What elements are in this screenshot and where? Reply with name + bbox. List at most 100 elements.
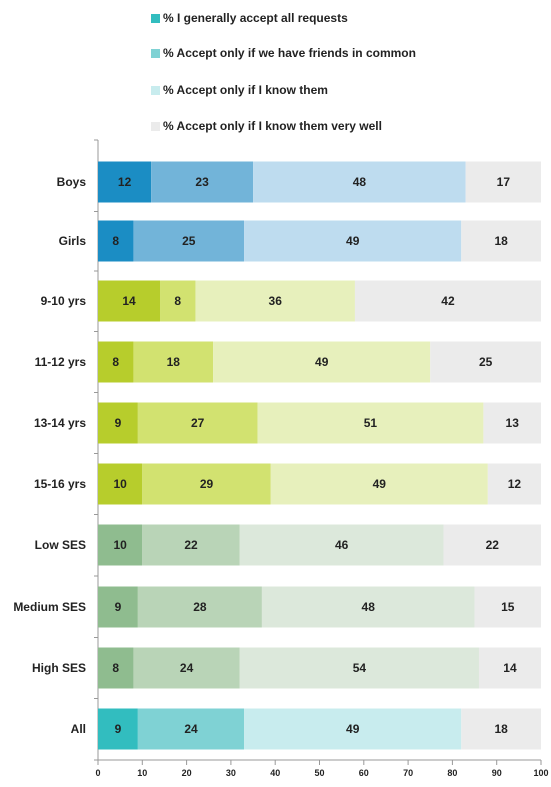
data-label: 14 [122, 294, 136, 308]
bar-segment-9-10-yrs-s1 [98, 280, 161, 322]
bar-segment-boys-s3 [253, 161, 466, 203]
bar-segment-15-16-yrs-s3 [270, 463, 488, 505]
bar-segment-13-14-yrs-s4 [483, 402, 541, 444]
bar-segment-low-ses-s1 [98, 524, 143, 566]
legend-swatch [151, 13, 160, 23]
bar-segment-9-10-yrs-s2 [160, 280, 196, 322]
data-label: 22 [184, 538, 198, 552]
bar-segment-boys-s4 [465, 161, 541, 203]
data-label: 49 [346, 722, 360, 736]
bar-segment-medium-ses-s2 [137, 586, 262, 628]
data-label: 25 [182, 234, 196, 248]
bar-segment-all-s2 [137, 708, 245, 750]
bar-segment-girls-s3 [244, 220, 462, 262]
legend-swatch [151, 85, 160, 95]
data-label: 29 [200, 477, 214, 491]
x-tick-label: 10 [137, 768, 147, 778]
x-tick-label: 90 [492, 768, 502, 778]
data-label: 8 [112, 234, 119, 248]
bar-segment-high-ses-s3 [239, 647, 479, 689]
data-label: 51 [364, 416, 378, 430]
x-tick-label: 80 [447, 768, 457, 778]
legend-item: % Accept only if we have friends in comm… [151, 46, 416, 60]
data-label: 22 [486, 538, 500, 552]
bar-segment-13-14-yrs-s1 [98, 402, 138, 444]
x-tick-label: 100 [533, 768, 548, 778]
data-label: 49 [315, 355, 329, 369]
x-tick-label: 50 [314, 768, 324, 778]
data-label: 28 [193, 600, 207, 614]
legend-label: % Accept only if I know them very well [163, 119, 382, 133]
data-label: 8 [112, 661, 119, 675]
category-label-13-14-yrs: 13-14 yrs [34, 416, 86, 430]
bar-segment-girls-s1 [98, 220, 134, 262]
data-label: 42 [441, 294, 455, 308]
bar-segment-all-s1 [98, 708, 138, 750]
data-label: 23 [195, 175, 209, 189]
x-tick-label: 20 [182, 768, 192, 778]
data-label: 18 [494, 722, 508, 736]
bar-segment-girls-s4 [461, 220, 541, 262]
data-label: 15 [501, 600, 515, 614]
data-label: 9 [115, 722, 122, 736]
bar-segment-high-ses-s2 [133, 647, 240, 689]
data-label: 36 [269, 294, 283, 308]
bar-segment-13-14-yrs-s3 [257, 402, 484, 444]
data-label: 27 [191, 416, 205, 430]
bar-segment-low-ses-s2 [142, 524, 240, 566]
category-label-9-10-yrs: 9-10 yrs [41, 294, 87, 308]
legend-item: % Accept only if I know them very well [151, 119, 382, 133]
legend-swatch [151, 48, 160, 58]
x-tick-label: 0 [95, 768, 100, 778]
data-label: 10 [113, 538, 127, 552]
data-label: 48 [362, 600, 376, 614]
data-label: 9 [115, 416, 122, 430]
bar-segment-high-ses-s4 [478, 647, 541, 689]
data-label: 8 [174, 294, 181, 308]
bar-segment-all-s4 [461, 708, 541, 750]
bar-segment-medium-ses-s4 [474, 586, 541, 628]
bar-segment-high-ses-s1 [98, 647, 134, 689]
legend-label: % I generally accept all requests [163, 11, 348, 25]
bar-segment-13-14-yrs-s2 [137, 402, 258, 444]
bar-segment-boys-s1 [98, 161, 152, 203]
data-label: 12 [118, 175, 132, 189]
bar-segment-medium-ses-s1 [98, 586, 138, 628]
bar-segment-11-12-yrs-s4 [430, 341, 541, 383]
legend-item: % Accept only if I know them [151, 83, 328, 97]
x-tick-label: 40 [270, 768, 280, 778]
x-tick-label: 70 [403, 768, 413, 778]
bar-segment-11-12-yrs-s1 [98, 341, 134, 383]
data-label: 46 [335, 538, 349, 552]
bar-segment-medium-ses-s3 [261, 586, 475, 628]
legend-item: % I generally accept all requests [151, 11, 348, 25]
bar-segment-all-s3 [244, 708, 462, 750]
bar-segment-low-ses-s3 [239, 524, 444, 566]
bar-segment-girls-s2 [133, 220, 245, 262]
data-label: 18 [494, 234, 508, 248]
data-label: 14 [503, 661, 517, 675]
data-label: 9 [115, 600, 122, 614]
bar-segment-15-16-yrs-s4 [487, 463, 541, 505]
bar-segment-boys-s2 [151, 161, 254, 203]
legend-label: % Accept only if I know them [163, 83, 328, 97]
legend-swatch [151, 121, 160, 131]
data-label: 13 [506, 416, 520, 430]
data-label: 8 [112, 355, 119, 369]
x-tick-label: 30 [226, 768, 236, 778]
data-label: 18 [167, 355, 181, 369]
bar-segment-low-ses-s4 [443, 524, 541, 566]
data-label: 17 [497, 175, 511, 189]
category-label-low-ses: Low SES [35, 538, 86, 552]
legend-label: % Accept only if we have friends in comm… [163, 46, 416, 60]
data-label: 25 [479, 355, 493, 369]
bar-segment-15-16-yrs-s2 [142, 463, 271, 505]
category-label-boys: Boys [57, 175, 87, 189]
category-label-girls: Girls [59, 234, 87, 248]
data-label: 12 [508, 477, 522, 491]
data-label: 24 [180, 661, 194, 675]
bar-segment-9-10-yrs-s4 [354, 280, 541, 322]
category-label-high-ses: High SES [32, 661, 86, 675]
data-label: 24 [184, 722, 198, 736]
